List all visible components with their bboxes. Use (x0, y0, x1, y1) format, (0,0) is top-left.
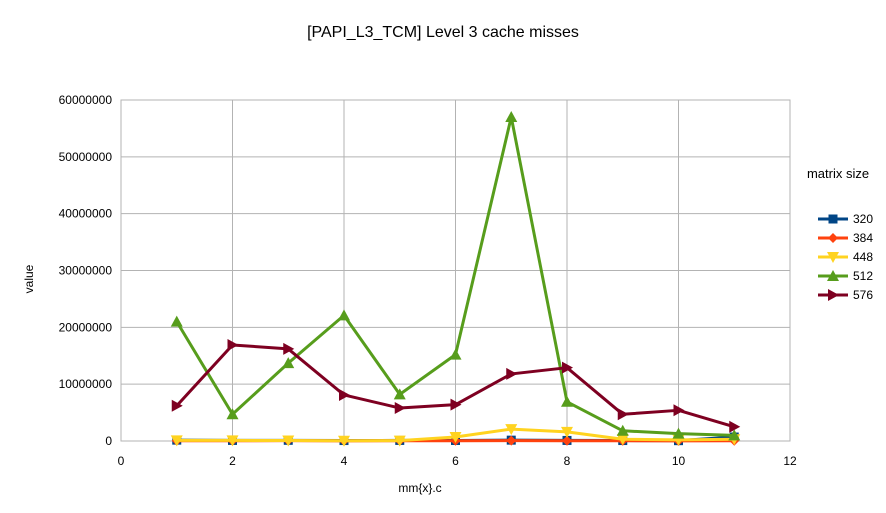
data-point-384 (506, 435, 517, 446)
legend-title: matrix size (807, 166, 869, 181)
x-tick-label: 8 (564, 454, 571, 468)
data-point-512 (393, 388, 406, 400)
data-point-512 (672, 427, 685, 439)
data-point-448 (226, 435, 239, 447)
data-point-512 (170, 315, 183, 327)
legend: matrix size 320 384 448 512 576 (807, 166, 873, 302)
data-point-448 (338, 435, 350, 447)
data-point-576 (394, 402, 406, 415)
data-point-512 (449, 348, 462, 360)
y-tick-label: 20000000 (59, 320, 113, 334)
y-tick-label: 10000000 (59, 377, 113, 391)
grid-lines (120, 99, 791, 442)
x-tick-label: 12 (783, 454, 797, 468)
data-point-448 (393, 435, 406, 447)
data-point-576 (171, 399, 183, 412)
data-point-512 (728, 429, 741, 441)
y-tick-label: 50000000 (59, 150, 113, 164)
data-point-512 (226, 408, 239, 420)
legend-item: 512 (818, 269, 873, 283)
data-point-576 (227, 338, 239, 351)
data-point-448 (449, 432, 462, 444)
data-point-448 (282, 435, 295, 447)
legend-marker (828, 289, 839, 301)
legend-marker (827, 270, 839, 281)
data-point-448 (561, 426, 573, 438)
series-layer (170, 111, 741, 447)
data-point-576 (562, 361, 573, 374)
x-tick-label: 4 (341, 454, 348, 468)
legend-item: 448 (818, 250, 873, 264)
legend-marker (828, 233, 838, 243)
series-576 (171, 338, 741, 433)
legend-marker (827, 252, 839, 263)
data-point-576 (339, 388, 350, 401)
data-point-576 (283, 342, 295, 355)
data-point-384 (562, 435, 572, 446)
y-tick-label: 30000000 (59, 264, 113, 278)
data-point-576 (450, 398, 462, 411)
x-tick-label: 0 (118, 454, 125, 468)
legend-label: 320 (853, 212, 873, 226)
data-point-576 (506, 367, 518, 380)
series-512 (170, 111, 741, 441)
x-tick-label: 6 (452, 454, 459, 468)
y-tick-label: 60000000 (59, 93, 113, 107)
legend-items: 320 384 448 512 576 (818, 212, 873, 302)
x-tick-label: 10 (672, 454, 686, 468)
data-point-512 (505, 111, 518, 123)
x-tick-label: 2 (229, 454, 236, 468)
legend-item: 576 (818, 288, 873, 302)
data-point-576 (617, 408, 629, 421)
legend-label: 512 (853, 269, 873, 283)
y-axis-label: value (22, 264, 36, 293)
data-point-576 (673, 404, 685, 417)
legend-item: 384 (818, 231, 873, 245)
y-tick-label: 40000000 (59, 207, 113, 221)
data-point-512 (282, 357, 295, 369)
x-axis-ticks: 0 2 4 6 8 10 12 (118, 454, 797, 468)
legend-label: 576 (853, 288, 873, 302)
y-tick-label: 0 (105, 434, 112, 448)
chart-title: [PAPI_L3_TCM] Level 3 cache misses (307, 24, 579, 41)
data-point-448 (505, 424, 518, 436)
data-point-512 (616, 424, 629, 436)
legend-marker (828, 214, 838, 224)
data-point-448 (170, 435, 183, 447)
data-point-512 (561, 395, 573, 407)
legend-label: 384 (853, 231, 873, 245)
data-point-576 (729, 420, 741, 433)
data-point-448 (616, 434, 629, 446)
x-axis-label: mm{x}.c (398, 481, 441, 495)
legend-item: 320 (818, 212, 873, 226)
legend-label: 448 (853, 250, 873, 264)
y-axis-ticks: 0 10000000 20000000 30000000 40000000 5000000… (59, 93, 113, 448)
data-point-512 (338, 309, 350, 321)
